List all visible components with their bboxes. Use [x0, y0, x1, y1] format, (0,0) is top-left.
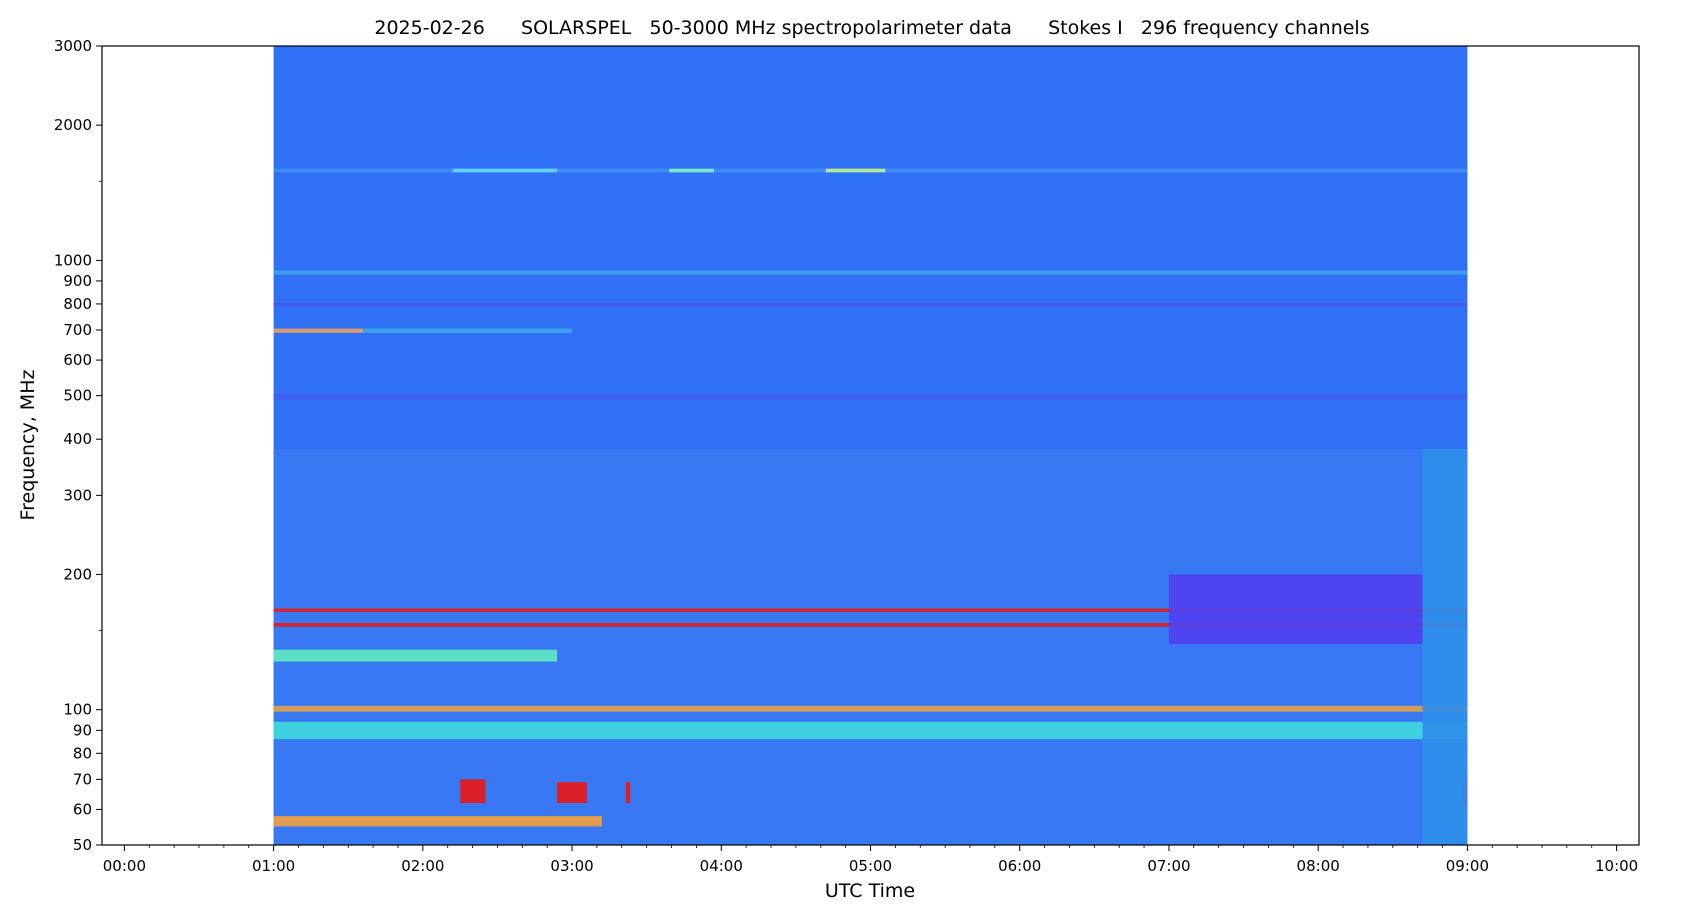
y-tick-label: 700 — [63, 321, 92, 339]
spectrogram-band — [273, 816, 602, 827]
y-tick-label: 60 — [73, 800, 92, 818]
y-tick-label: 400 — [63, 430, 92, 448]
x-tick-label: 09:00 — [1446, 857, 1489, 875]
spectrogram-band — [669, 168, 714, 173]
y-tick-label: 2000 — [54, 116, 92, 134]
y-tick-label: 70 — [73, 770, 92, 788]
y-tick-label: 1000 — [54, 251, 92, 269]
spectrogram-band — [273, 328, 364, 333]
spectrogram-band — [273, 622, 1468, 627]
x-tick-label: 05:00 — [849, 857, 892, 875]
spectrogram-band — [625, 782, 631, 804]
spectrogram-band — [273, 649, 558, 662]
spectrogram-band — [273, 705, 1468, 712]
spectrogram-band — [460, 779, 486, 804]
spectrogram-band — [273, 449, 1468, 845]
spectrogram-data — [273, 46, 1468, 845]
spectrogram-band — [1168, 574, 1423, 645]
spectrogram-band — [452, 168, 558, 173]
y-tick-label: 900 — [63, 272, 92, 290]
x-axis: 00:00 01:00 02:00 03:00 04:00 05:00 06:00 07:00… — [103, 845, 1638, 875]
y-axis: 50 60 70 80 90 100 200 300 400 500 600 700 800 900 100… — [54, 37, 102, 854]
spectrogram-band — [273, 608, 1468, 613]
spectrogram-band — [273, 270, 1468, 275]
spectrogram-band — [273, 721, 1468, 740]
x-tick-label: 08:00 — [1297, 857, 1340, 875]
spectrogram-band — [273, 302, 1468, 307]
y-tick-label: 600 — [63, 351, 92, 369]
x-tick-label: 00:00 — [103, 857, 146, 875]
y-axis-label: Frequency, MHz — [17, 370, 39, 521]
spectrogram-band — [557, 782, 587, 804]
y-tick-label: 3000 — [54, 37, 92, 55]
x-tick-label: 04:00 — [700, 857, 743, 875]
x-tick-label: 06:00 — [998, 857, 1041, 875]
y-tick-label: 500 — [63, 387, 92, 405]
spectrogram-band — [273, 393, 1468, 400]
x-tick-label: 03:00 — [550, 857, 593, 875]
y-tick-label: 800 — [63, 295, 92, 313]
chart-title: 2025-02-26 SOLARSPEL 50-3000 MHz spectro… — [374, 17, 1369, 39]
y-tick-label: 90 — [73, 721, 92, 739]
y-tick-label: 100 — [63, 701, 92, 719]
x-tick-label: 01:00 — [252, 857, 295, 875]
x-tick-label: 07:00 — [1147, 857, 1190, 875]
x-tick-label: 02:00 — [401, 857, 444, 875]
y-tick-label: 200 — [63, 565, 92, 583]
y-tick-label: 300 — [63, 486, 92, 504]
x-tick-label: 10:00 — [1595, 857, 1638, 875]
y-tick-label: 80 — [73, 744, 92, 762]
spectrogram-band — [825, 168, 886, 173]
spectrogram-band — [363, 328, 573, 333]
y-tick-label: 50 — [73, 836, 92, 854]
spectrogram-band — [1422, 449, 1468, 845]
x-axis-label: UTC Time — [825, 880, 915, 902]
